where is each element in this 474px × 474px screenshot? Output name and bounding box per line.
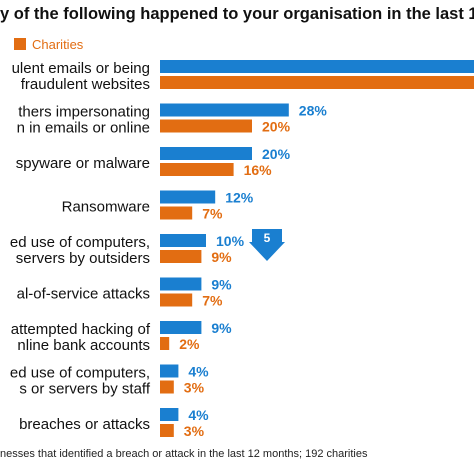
chart-title: y of the following happened to your orga… bbox=[0, 5, 474, 23]
data-label-business: 28% bbox=[299, 103, 328, 119]
data-label-charities: 7% bbox=[202, 293, 223, 309]
data-label-business: 12% bbox=[225, 190, 254, 206]
bar-business bbox=[160, 147, 252, 160]
data-label-charities: 3% bbox=[184, 423, 205, 439]
category-label: attempted hacking of nline bank accounts bbox=[11, 321, 151, 354]
category-label: Ransomware bbox=[62, 199, 150, 216]
data-label-business: 20% bbox=[262, 146, 291, 162]
legend-label-charities: Charities bbox=[32, 36, 84, 52]
bar-business bbox=[160, 234, 206, 247]
category-label: al-of-service attacks bbox=[17, 286, 150, 303]
data-label-charities: 7% bbox=[202, 206, 223, 222]
bar-charities bbox=[160, 424, 174, 437]
bar-business bbox=[160, 408, 179, 421]
category-label: ulent emails or being fraudulent websites bbox=[12, 60, 150, 93]
bar-charities bbox=[160, 250, 202, 263]
category-label: thers impersonating n in emails or online bbox=[17, 104, 150, 137]
footnote: nesses that identified a breach or attac… bbox=[0, 448, 368, 460]
bar-business bbox=[160, 60, 474, 73]
data-label-charities: 3% bbox=[184, 380, 205, 396]
bar-charities bbox=[160, 293, 193, 307]
data-label-charities: 9% bbox=[211, 249, 232, 265]
category-label: breaches or attacks bbox=[19, 416, 150, 433]
data-label-business: 4% bbox=[188, 364, 209, 380]
callout-number: 5 bbox=[264, 231, 271, 245]
data-label-charities: 20% bbox=[262, 119, 291, 135]
bar-charities bbox=[160, 163, 234, 176]
bar-charities bbox=[160, 380, 174, 394]
category-label: spyware or malware bbox=[16, 155, 150, 172]
bar-business bbox=[160, 364, 179, 378]
bar-business bbox=[160, 103, 289, 117]
bar-business bbox=[160, 277, 202, 291]
bar-charities bbox=[160, 119, 252, 133]
down-arrow-callout-icon: 5 bbox=[249, 229, 285, 261]
category-label: ed use of computers, s or servers by staf… bbox=[10, 365, 151, 398]
legend-swatch-charities bbox=[14, 38, 26, 50]
data-label-business: 10% bbox=[216, 233, 245, 249]
data-label-business: 4% bbox=[188, 407, 209, 423]
bar-charities bbox=[160, 206, 193, 220]
legend: Charities bbox=[14, 36, 83, 52]
bar-business bbox=[160, 321, 202, 334]
bar-business bbox=[160, 190, 216, 204]
bar-charities bbox=[160, 337, 170, 350]
data-label-charities: 16% bbox=[244, 162, 273, 178]
data-label-business: 9% bbox=[211, 320, 232, 336]
category-label: ed use of computers, servers by outsiders bbox=[10, 234, 150, 267]
data-label-business: 9% bbox=[211, 277, 232, 293]
data-label-charities: 2% bbox=[179, 336, 200, 352]
bar-charities bbox=[160, 76, 474, 89]
